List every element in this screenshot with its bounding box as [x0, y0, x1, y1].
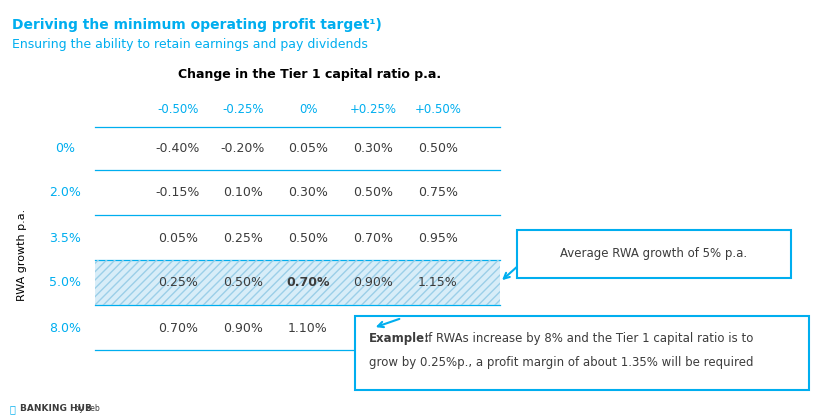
Text: ⤷: ⤷ [10, 404, 16, 414]
Text: 0.25%: 0.25% [223, 232, 263, 245]
Text: Average RWA growth of 5% p.a.: Average RWA growth of 5% p.a. [560, 247, 747, 260]
Text: -0.25%: -0.25% [222, 103, 264, 116]
Text: -0.40%: -0.40% [156, 142, 200, 155]
Text: 0.05%: 0.05% [288, 142, 328, 155]
Text: RWA growth p.a.: RWA growth p.a. [17, 209, 27, 301]
Text: 0.90%: 0.90% [353, 276, 393, 290]
Text: -0.50%: -0.50% [158, 103, 199, 116]
Text: 0.70%: 0.70% [158, 321, 198, 334]
Text: Deriving the minimum operating profit target¹): Deriving the minimum operating profit ta… [12, 18, 382, 32]
Text: 0.30%: 0.30% [288, 186, 328, 199]
Text: 0.70%: 0.70% [286, 276, 330, 290]
FancyBboxPatch shape [517, 230, 791, 278]
Bar [95, 260, 500, 305]
Text: 0.30%: 0.30% [353, 142, 393, 155]
Text: Example:: Example: [369, 332, 430, 345]
Text: 0.95%: 0.95% [418, 232, 458, 245]
Text: 8.0%: 8.0% [49, 321, 81, 334]
Text: 0.05%: 0.05% [158, 232, 198, 245]
Text: 1.15%: 1.15% [418, 276, 458, 290]
Text: -0.15%: -0.15% [156, 186, 200, 199]
Text: 0.50%: 0.50% [288, 232, 328, 245]
Text: 0.70%: 0.70% [353, 232, 393, 245]
Text: 3.5%: 3.5% [49, 232, 81, 245]
Text: 1.55%: 1.55% [418, 321, 458, 334]
Text: 5.0%: 5.0% [49, 276, 81, 290]
Text: 0%: 0% [55, 142, 75, 155]
Text: Ensuring the ability to retain earnings and pay dividends: Ensuring the ability to retain earnings … [12, 38, 368, 51]
Text: 0%: 0% [299, 103, 318, 116]
Text: -0.20%: -0.20% [221, 142, 265, 155]
Text: 0.50%: 0.50% [223, 276, 263, 290]
Text: +0.25%: +0.25% [350, 103, 397, 116]
Text: 0.75%: 0.75% [418, 186, 458, 199]
Text: 2.0%: 2.0% [49, 186, 81, 199]
Text: 0.10%: 0.10% [223, 186, 263, 199]
Text: If RWAs increase by 8% and the Tier 1 capital ratio is to: If RWAs increase by 8% and the Tier 1 ca… [421, 332, 753, 345]
Text: grow by 0.25%p., a profit margin of about 1.35% will be required: grow by 0.25%p., a profit margin of abou… [369, 356, 753, 369]
Text: 1.35%: 1.35% [353, 321, 393, 334]
FancyBboxPatch shape [355, 316, 809, 390]
Text: 0.25%: 0.25% [158, 276, 198, 290]
Text: 0.50%: 0.50% [418, 142, 458, 155]
Text: +0.50%: +0.50% [414, 103, 461, 116]
Text: 0.50%: 0.50% [353, 186, 393, 199]
Text: 0.90%: 0.90% [223, 321, 263, 334]
Text: by zeb: by zeb [72, 404, 100, 413]
Bar [95, 260, 500, 305]
Text: BANKING HUB: BANKING HUB [20, 404, 92, 413]
Text: Change in the Tier 1 capital ratio p.a.: Change in the Tier 1 capital ratio p.a. [178, 68, 441, 81]
Text: 1.10%: 1.10% [288, 321, 328, 334]
